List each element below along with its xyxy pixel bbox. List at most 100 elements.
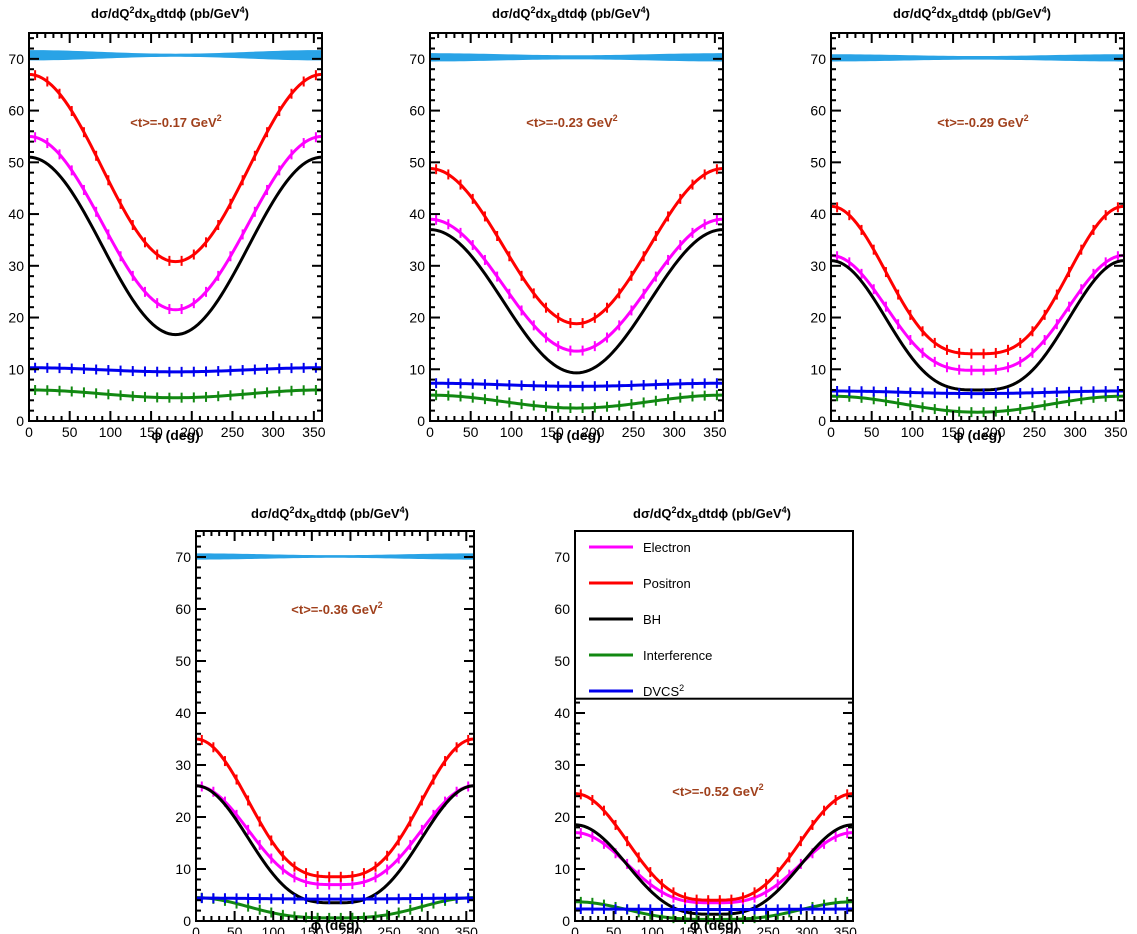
- x-tick-label: 50: [463, 424, 479, 440]
- x-tick-label: 100: [641, 924, 665, 934]
- annotation-sup: 2: [378, 600, 383, 610]
- legend-label: Positron: [643, 576, 691, 591]
- annotation-text: <t>=-0.52 GeV: [672, 784, 759, 799]
- x-tick-label: 100: [901, 424, 925, 440]
- series-electron: [195, 784, 475, 887]
- x-tick-label: 350: [1104, 424, 1128, 440]
- y-tick-label: 10: [810, 361, 826, 377]
- y-tick-label: 0: [16, 413, 24, 429]
- y-tick-label: 30: [175, 757, 191, 773]
- x-tick-label: 350: [302, 424, 326, 440]
- y-tick-label: 30: [554, 757, 570, 773]
- legend-label: Electron: [643, 540, 691, 555]
- x-axis-label: ϕ (deg): [151, 427, 200, 443]
- series-bh: [195, 784, 475, 905]
- x-axis-label: ϕ (deg): [311, 917, 360, 933]
- panel-title: dσ/dQ2dxBdtdϕ (pb/GeV4): [251, 505, 409, 524]
- legend-label-text: Positron: [643, 576, 691, 591]
- x-tick-label: 150: [300, 924, 324, 934]
- title-sub: B: [692, 514, 699, 524]
- annotation-sup: 2: [759, 782, 764, 792]
- legend-label-text: Interference: [643, 648, 712, 663]
- title-part: dx: [295, 506, 311, 521]
- title-sup: 2: [932, 5, 937, 15]
- x-tick-label: 250: [377, 924, 401, 934]
- title-part: ): [405, 506, 409, 521]
- panel-title: dσ/dQ2dxBdtdϕ (pb/GeV4): [893, 5, 1051, 24]
- x-tick-label: 150: [679, 924, 703, 934]
- title-sub: B: [952, 14, 959, 24]
- y-tick-label: 40: [409, 206, 425, 222]
- x-tick-label: 300: [1063, 424, 1087, 440]
- title-sup: 2: [290, 505, 295, 515]
- plot-frame: [195, 530, 475, 922]
- y-tick-label: 10: [8, 361, 24, 377]
- x-tick-label: 100: [99, 424, 123, 440]
- y-tick-label: 50: [554, 653, 570, 669]
- title-part: ): [245, 6, 249, 21]
- annotation-sup: 2: [1024, 113, 1029, 123]
- y-tick-label: 0: [417, 413, 425, 429]
- series-positron: [574, 792, 854, 902]
- title-part: dx: [677, 506, 693, 521]
- y-tick-label: 40: [810, 206, 826, 222]
- series-positron: [429, 167, 724, 326]
- legend-label-sup: 2: [679, 683, 684, 693]
- y-tick-label: 20: [554, 809, 570, 825]
- y-tick-label: 10: [554, 861, 570, 877]
- uncertainty-band: [29, 50, 322, 61]
- title-part: ): [646, 6, 650, 21]
- title-part: dσ/dQ: [251, 506, 290, 521]
- plot-frame-top: [574, 530, 854, 922]
- title-part: dtdϕ (pb/GeV: [698, 506, 782, 521]
- series-bh: [429, 228, 724, 375]
- y-tick-label: 70: [175, 549, 191, 565]
- title-part: dx: [937, 6, 953, 21]
- x-axis-label: ϕ (deg): [690, 917, 739, 933]
- x-tick-label: 250: [756, 924, 780, 934]
- title-sup: 2: [130, 5, 135, 15]
- title-part: dσ/dQ: [91, 6, 130, 21]
- uncertainty-band: [196, 553, 474, 560]
- legend-label: BH: [643, 612, 661, 627]
- title-sup: 4: [1042, 5, 1047, 15]
- series-interference: [429, 393, 724, 410]
- t-annotation: <t>=-0.29 GeV2: [937, 113, 1028, 130]
- series-bh: [830, 259, 1125, 392]
- y-tick-label: 60: [409, 103, 425, 119]
- series-bh: [28, 155, 323, 337]
- t-annotation: <t>=-0.36 GeV2: [291, 600, 382, 617]
- x-tick-label: 200: [180, 424, 204, 440]
- title-sup: 4: [782, 505, 787, 515]
- x-tick-label: 300: [662, 424, 686, 440]
- series-positron: [195, 737, 475, 879]
- x-tick-label: 150: [139, 424, 163, 440]
- y-tick-label: 60: [810, 103, 826, 119]
- t-annotation: <t>=-0.17 GeV2: [130, 113, 221, 130]
- series-bh: [574, 823, 854, 916]
- series-positron: [28, 72, 323, 264]
- y-tick-label: 50: [409, 154, 425, 170]
- x-tick-label: 200: [982, 424, 1006, 440]
- annotation-sup: 2: [217, 113, 222, 123]
- series-dvcs: [830, 389, 1125, 396]
- x-tick-label: 200: [718, 924, 742, 934]
- series-positron: [830, 204, 1125, 356]
- uncertainty-band: [831, 54, 1124, 62]
- y-tick-label: 0: [818, 413, 826, 429]
- x-tick-label: 350: [834, 924, 858, 934]
- x-tick-label: 200: [339, 924, 363, 934]
- annotation-text: <t>=-0.36 GeV: [291, 602, 378, 617]
- y-tick-label: 30: [810, 258, 826, 274]
- legend-label-text: BH: [643, 612, 661, 627]
- series-electron: [830, 253, 1125, 372]
- uncertainty-band: [430, 53, 723, 62]
- y-tick-label: 30: [409, 258, 425, 274]
- x-tick-label: 200: [581, 424, 605, 440]
- x-tick-label: 50: [62, 424, 78, 440]
- x-tick-label: 0: [25, 424, 33, 440]
- plot-frame: [830, 32, 1125, 422]
- y-tick-label: 60: [554, 601, 570, 617]
- x-tick-label: 350: [703, 424, 727, 440]
